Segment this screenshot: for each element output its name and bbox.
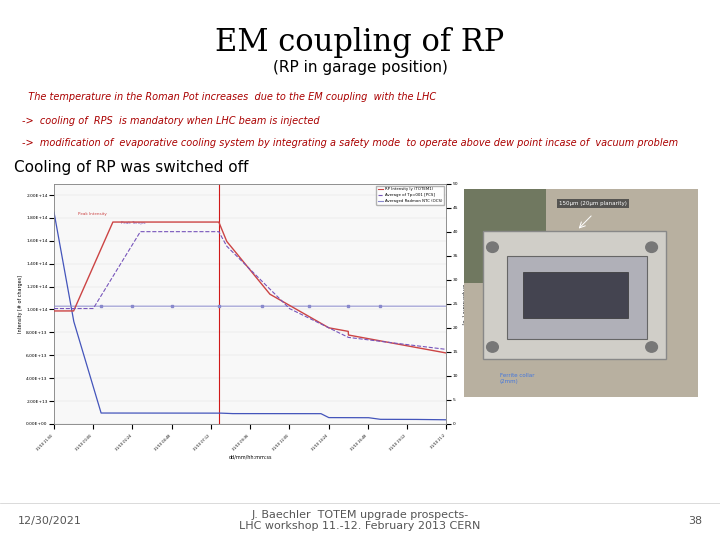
Circle shape xyxy=(487,342,498,352)
Circle shape xyxy=(646,342,657,352)
Text: ->  cooling of  RPS  is mandatory when LHC beam is injected: -> cooling of RPS is mandatory when LHC … xyxy=(22,117,319,126)
Text: 38: 38 xyxy=(688,516,702,525)
Text: 150μm (20μm planarity): 150μm (20μm planarity) xyxy=(559,201,627,206)
Y-axis label: Temperature [°C]: Temperature [°C] xyxy=(461,282,466,325)
Y-axis label: Intensity [# of charges]: Intensity [# of charges] xyxy=(19,275,24,333)
Text: Peak Temps.: Peak Temps. xyxy=(121,221,146,226)
Text: Cooling of RP was switched off: Cooling of RP was switched off xyxy=(14,160,249,175)
Circle shape xyxy=(487,242,498,252)
Text: EM coupling of RP: EM coupling of RP xyxy=(215,26,505,58)
Text: J. Baechler  TOTEM upgrade prospects-
LHC workshop 11.-12. February 2013 CERN: J. Baechler TOTEM upgrade prospects- LHC… xyxy=(239,510,481,531)
Text: Peak Intensity: Peak Intensity xyxy=(78,212,107,216)
Text: 12/30/2021: 12/30/2021 xyxy=(18,516,82,525)
Bar xyxy=(464,189,546,282)
Text: The temperature in the Roman Pot increases  due to the EM coupling  with the LHC: The temperature in the Roman Pot increas… xyxy=(22,92,436,102)
Text: (RP in garage position): (RP in garage position) xyxy=(273,60,447,75)
Bar xyxy=(483,231,665,360)
Text: Ferrite collar
(2mm): Ferrite collar (2mm) xyxy=(500,373,534,383)
X-axis label: dd/mm/hh:mm:ss: dd/mm/hh:mm:ss xyxy=(228,454,272,460)
Legend: RP Intensity Iy (TOTEM1), Average of Tp=001 [PCS], Averaged Radmon NTC (OCS): RP Intensity Iy (TOTEM1), Average of Tp=… xyxy=(376,186,444,205)
Circle shape xyxy=(646,242,657,252)
Text: 500μm: 500μm xyxy=(530,286,552,291)
Text: ->  modification of  evaporative cooling system by integrating a safety mode  to: -> modification of evaporative cooling s… xyxy=(22,138,678,148)
Bar xyxy=(523,272,628,318)
Bar xyxy=(507,255,647,339)
